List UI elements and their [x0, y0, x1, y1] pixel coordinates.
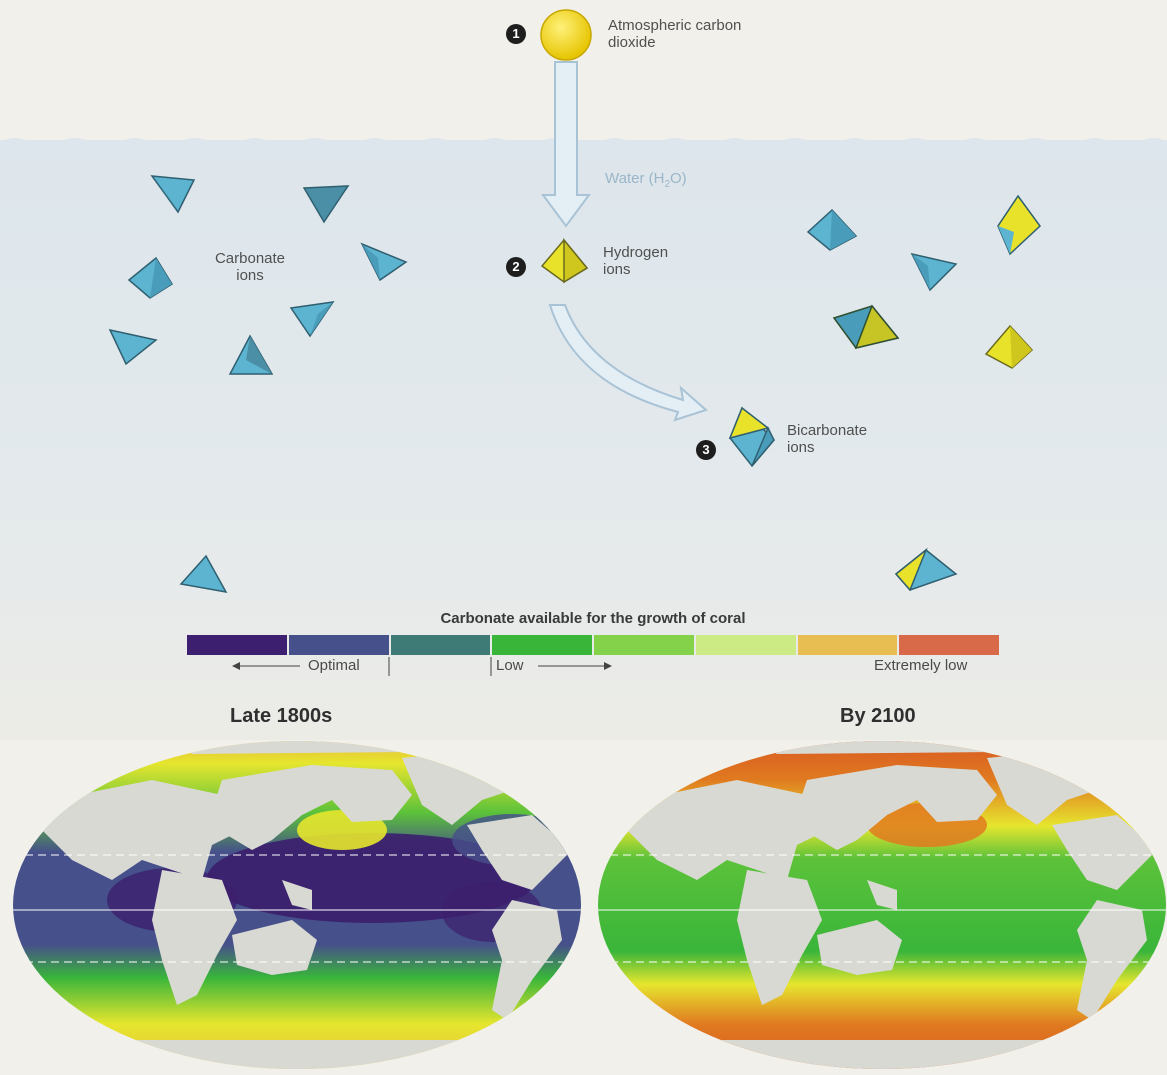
carbonate-ion-icon [150, 175, 196, 214]
step-number-3: 3 [696, 440, 716, 460]
carbonate-ion-icon [108, 328, 158, 366]
bicarbonate-ion-icon [832, 304, 900, 350]
arrow-curve-icon [548, 304, 708, 422]
step-number-1: 1 [506, 24, 526, 44]
atmospheric-co2-label: Atmospheric carbon dioxide [608, 17, 742, 51]
bicarbonate-ion-icon [728, 406, 776, 468]
scale-swatch-7 [797, 635, 898, 655]
hydrogen-ions-label: Hydrogen ions [603, 244, 669, 278]
map-title-late-1800s: Late 1800s [230, 705, 333, 727]
carbonate-ions-label: Carbonate ions [214, 250, 286, 284]
low-label: Low [496, 657, 524, 674]
optimal-label: Optimal [308, 657, 360, 674]
carbonate-ion-icon [806, 208, 858, 251]
carbonate-ion-icon [228, 334, 274, 375]
arrow-down-icon [541, 61, 591, 228]
carbonate-ion-icon [910, 252, 958, 292]
carbonate-color-scale [187, 635, 999, 655]
bicarbonate-ion-icon [997, 194, 1041, 256]
scale-swatch-6 [695, 635, 796, 655]
extremely-low-label: Extremely low [874, 657, 968, 674]
carbonate-ion-icon [302, 185, 350, 224]
hydrogen-ion-icon [540, 237, 589, 284]
carbonate-ion-icon [127, 256, 174, 299]
step-number-2: 2 [506, 257, 526, 277]
scale-swatch-3 [390, 635, 491, 655]
bicarbonate-ion-icon [894, 547, 958, 592]
water-label: Water (H2O) [605, 170, 687, 190]
world-map-by-2100 [598, 741, 1166, 1069]
scale-swatch-4 [492, 635, 592, 655]
world-map-late-1800s [13, 741, 581, 1069]
scale-title: Carbonate available for the growth of co… [440, 610, 746, 627]
scale-swatch-5 [594, 635, 694, 655]
scale-swatch-1 [187, 635, 287, 655]
map-title-by-2100: By 2100 [840, 705, 916, 727]
co2-molecule-icon [540, 9, 592, 61]
carbonate-ion-icon [289, 301, 335, 338]
ion-diagram [108, 9, 1041, 594]
scale-swatch-2 [288, 635, 389, 655]
hydrogen-ion-icon [984, 324, 1034, 369]
carbonate-ion-icon [179, 554, 228, 594]
bicarbonate-ions-label: Bicarbonate ions [787, 422, 868, 456]
carbonate-ion-icon [360, 242, 408, 282]
scale-swatch-8 [899, 635, 999, 655]
water-surface [0, 138, 1167, 154]
